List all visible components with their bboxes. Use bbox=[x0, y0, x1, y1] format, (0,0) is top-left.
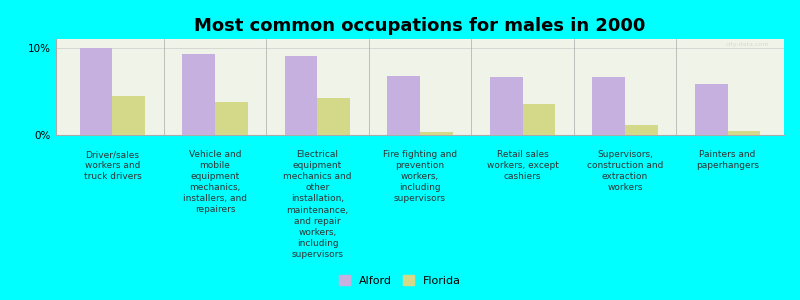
Bar bbox=[522, 104, 555, 135]
Bar bbox=[112, 96, 146, 135]
Bar bbox=[318, 98, 350, 135]
Text: Fire fighting and
prevention
workers,
including
supervisors: Fire fighting and prevention workers, in… bbox=[383, 150, 457, 203]
Text: Vehicle and
mobile
equipment
mechanics,
installers, and
repairers: Vehicle and mobile equipment mechanics, … bbox=[183, 150, 247, 214]
Bar bbox=[592, 77, 625, 135]
Bar bbox=[728, 130, 761, 135]
Bar bbox=[182, 54, 215, 135]
Legend: Alford, Florida: Alford, Florida bbox=[334, 270, 466, 291]
Text: Driver/sales
workers and
truck drivers: Driver/sales workers and truck drivers bbox=[83, 150, 142, 181]
Bar bbox=[694, 84, 728, 135]
Text: city-data.com: city-data.com bbox=[726, 42, 770, 47]
Bar bbox=[420, 132, 453, 135]
Title: Most common occupations for males in 2000: Most common occupations for males in 200… bbox=[194, 17, 646, 35]
Bar bbox=[79, 48, 112, 135]
Text: Electrical
equipment
mechanics and
other
installation,
maintenance,
and repair
w: Electrical equipment mechanics and other… bbox=[283, 150, 352, 259]
Bar bbox=[215, 102, 248, 135]
Text: Supervisors,
construction and
extraction
workers: Supervisors, construction and extraction… bbox=[587, 150, 663, 192]
Text: Painters and
paperhangers: Painters and paperhangers bbox=[696, 150, 759, 170]
Bar bbox=[387, 76, 420, 135]
Bar bbox=[285, 56, 318, 135]
Bar bbox=[490, 76, 522, 135]
Text: Retail sales
workers, except
cashiers: Retail sales workers, except cashiers bbox=[486, 150, 558, 181]
Bar bbox=[625, 124, 658, 135]
